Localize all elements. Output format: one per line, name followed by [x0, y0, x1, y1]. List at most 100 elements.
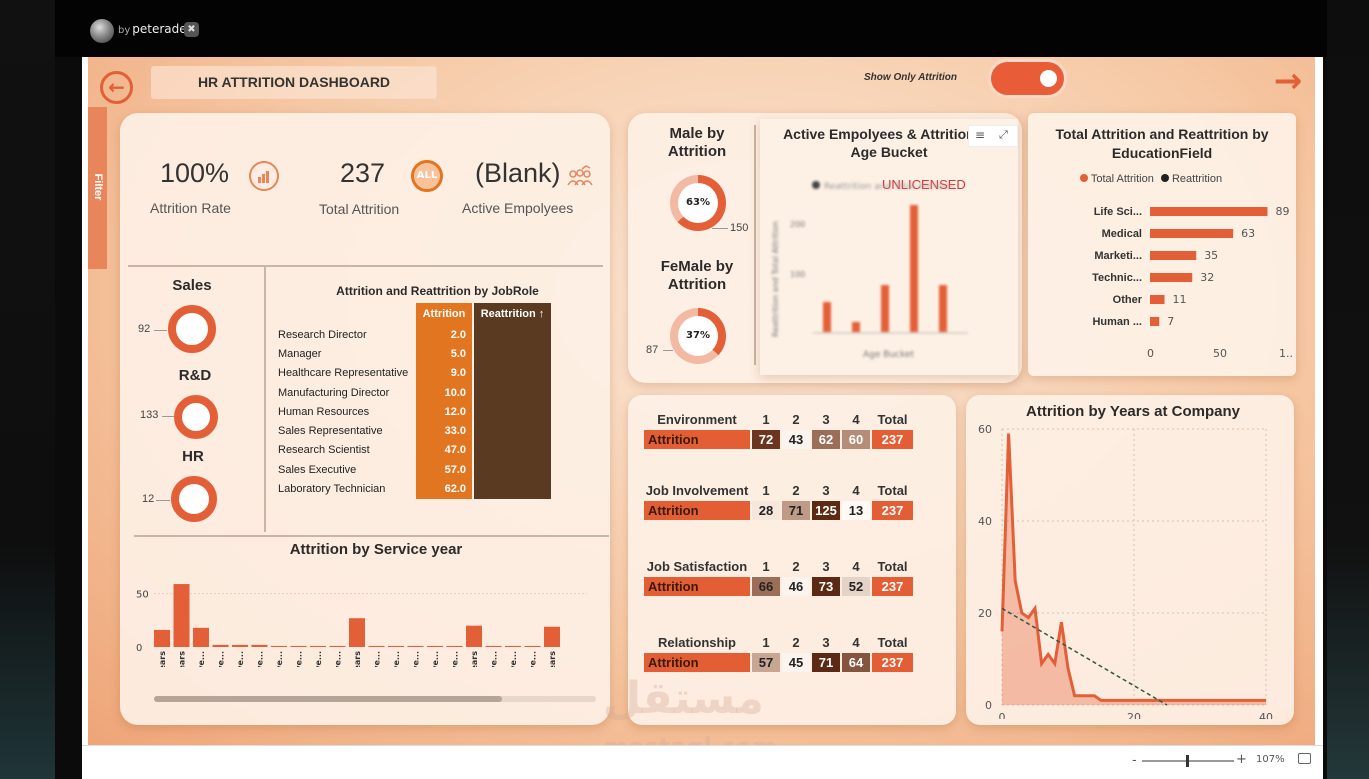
- leader-line: [663, 350, 673, 351]
- matrix-row-label[interactable]: Attrition: [644, 501, 750, 520]
- matrix-cell[interactable]: 125: [812, 501, 840, 520]
- forward-arrow-icon[interactable]: →: [1273, 61, 1303, 101]
- svc-bar[interactable]: [407, 645, 424, 647]
- scrollbar-thumb[interactable]: [154, 696, 502, 702]
- edu-bar[interactable]: [1150, 317, 1160, 326]
- svc-bar[interactable]: [388, 645, 404, 647]
- matrix-cell[interactable]: 72: [752, 430, 780, 449]
- svc-bar[interactable]: [290, 645, 307, 647]
- status-bar: - + 107%: [82, 745, 1323, 779]
- matrix-cell[interactable]: 13: [842, 501, 870, 520]
- svc-bar[interactable]: [427, 645, 443, 647]
- education-chart: Life Sci... 89 Medical 63 Marketi... 35 Techni…: [1092, 205, 1292, 360]
- svc-bar[interactable]: [212, 644, 229, 647]
- jobrole-row[interactable]: Sales Representative 33.0: [278, 421, 551, 441]
- svc-bar[interactable]: [466, 625, 482, 647]
- svc-bar[interactable]: [524, 645, 541, 647]
- matrix-cell[interactable]: 28: [752, 501, 780, 520]
- edu-bar[interactable]: [1150, 251, 1197, 260]
- service-year-chart: 0 50 0 years 1 years 10 ye... 11 ye... 13 ye..…: [136, 584, 587, 667]
- yrs-y-tick: 20: [978, 607, 992, 620]
- svc-bar[interactable]: [446, 645, 463, 647]
- svc-x-tick: 24 ye...: [451, 651, 460, 667]
- matrix-cell[interactable]: 66: [752, 577, 780, 596]
- matrix-row-label[interactable]: Attrition: [644, 430, 750, 449]
- matrix-cell[interactable]: 71: [782, 501, 810, 520]
- edu-category-label: Medical: [1102, 228, 1142, 240]
- svc-bar[interactable]: [544, 626, 560, 647]
- zoom-slider-thumb[interactable]: [1186, 755, 1189, 767]
- legend-reattr: Reattrition: [1171, 173, 1223, 185]
- matrix-cell[interactable]: 62: [812, 430, 840, 449]
- svc-bar[interactable]: [368, 645, 385, 647]
- zoom-slider[interactable]: [1142, 755, 1234, 767]
- jobrole-row[interactable]: Sales Executive 57.0: [278, 460, 551, 480]
- author-label: peteradel: [132, 22, 190, 36]
- svc-bar[interactable]: [173, 584, 190, 647]
- zoom-in-button[interactable]: +: [1236, 752, 1247, 767]
- jobrole-row[interactable]: Manager 5.0: [278, 344, 551, 364]
- svc-x-tick: 31 ye...: [490, 651, 499, 667]
- matrix-cell[interactable]: 64: [842, 653, 870, 672]
- edu-bar[interactable]: [1150, 229, 1234, 238]
- svc-bar[interactable]: [154, 629, 170, 647]
- svc-bar[interactable]: [310, 645, 326, 647]
- jobrole-col-attrition[interactable]: Attrition: [416, 303, 473, 325]
- matrix-cell[interactable]: 46: [782, 577, 810, 596]
- verified-badge-icon: ✖: [184, 22, 199, 37]
- back-arrow-icon[interactable]: ←: [100, 71, 133, 104]
- matrix-job-involvement: Job Involvement 1 2 3 4 Total Attrition 28 71 125…: [642, 479, 915, 520]
- jobrole-row[interactable]: Healthcare Representative 9.0: [278, 363, 551, 383]
- svc-bar[interactable]: [485, 645, 502, 647]
- svc-bar[interactable]: [251, 644, 268, 647]
- jobrole-attrition-value: 57.0: [416, 460, 473, 480]
- matrix-total: 237: [872, 501, 913, 520]
- edu-bar[interactable]: [1150, 273, 1193, 282]
- filter-tab[interactable]: Filter: [88, 107, 107, 269]
- svc-bar[interactable]: [271, 645, 287, 647]
- jobrole-row[interactable]: Human Resources 12.0: [278, 402, 551, 422]
- scrollbar-track[interactable]: [154, 696, 596, 702]
- svc-bar[interactable]: [232, 644, 248, 647]
- legend-total: Total Attrition: [1090, 173, 1154, 185]
- svc-bar[interactable]: [505, 645, 521, 647]
- age-bucket-title: Active Empolyees & Attrition by Age Buck…: [783, 126, 995, 160]
- matrix-environment: Environment 1 2 3 4 Total Attrition 72 43 62 60 237: [642, 408, 915, 449]
- author-avatar[interactable]: [90, 19, 114, 43]
- jobrole-row[interactable]: Laboratory Technician 62.0: [278, 479, 551, 499]
- matrix-total-header: Total: [877, 558, 908, 574]
- matrix-cell[interactable]: 57: [752, 653, 780, 672]
- svc-bar[interactable]: [349, 618, 365, 647]
- jobrole-row[interactable]: Manufacturing Director 10.0: [278, 382, 551, 403]
- matrix-cell[interactable]: 71: [812, 653, 840, 672]
- edu-bar[interactable]: [1150, 207, 1268, 216]
- jobrole-row[interactable]: Research Scientist 47.0: [278, 440, 551, 461]
- jobrole-row[interactable]: Research Director 2.0: [278, 325, 551, 345]
- zoom-out-button[interactable]: -: [1132, 753, 1137, 768]
- svc-bar[interactable]: [193, 627, 209, 647]
- legend-dot-reattr: [1160, 174, 1169, 182]
- svc-bar[interactable]: [329, 645, 346, 647]
- edu-bar[interactable]: [1150, 295, 1165, 304]
- matrix-cell[interactable]: 60: [842, 430, 870, 449]
- fit-to-page-icon[interactable]: [1298, 753, 1311, 764]
- filter-icon[interactable]: ≡: [975, 128, 986, 142]
- watermark-arabic: مستقل: [603, 673, 764, 724]
- yrs-line[interactable]: [1000, 433, 1266, 702]
- matrix-cell[interactable]: 73: [812, 577, 840, 596]
- attrition-toggle[interactable]: [991, 62, 1064, 95]
- jobrole-reattrition-value: [472, 421, 551, 441]
- age-bucket-card: [760, 119, 1018, 375]
- matrix-total: 237: [872, 653, 913, 672]
- author-name[interactable]: by peteradel: [118, 22, 190, 36]
- matrix-row-label[interactable]: Attrition: [644, 577, 750, 596]
- leader-line: [712, 228, 728, 229]
- matrix-cell[interactable]: 52: [842, 577, 870, 596]
- top-bar: [55, 0, 1327, 57]
- matrix-row-label[interactable]: Attrition: [644, 653, 750, 672]
- matrix-cell[interactable]: 45: [782, 653, 810, 672]
- focus-mode-icon[interactable]: ⤢: [999, 128, 1008, 141]
- matrix-cell[interactable]: 43: [782, 430, 810, 449]
- watermark-latin: mostaql.com: [603, 733, 777, 745]
- jobrole-col-reattrition[interactable]: Reattrition ↑: [472, 303, 551, 325]
